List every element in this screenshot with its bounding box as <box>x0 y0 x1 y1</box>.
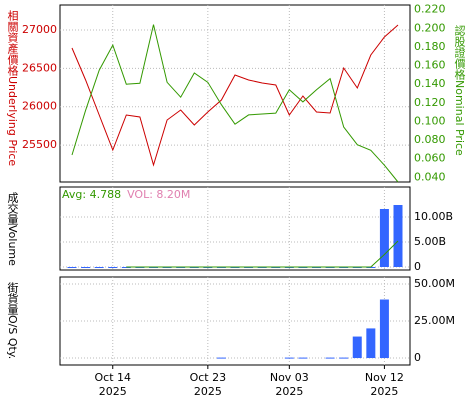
y-axis-label: 成交量Volume <box>6 192 19 266</box>
line-series <box>71 24 399 183</box>
y-tick-label: 50.00M <box>414 277 455 290</box>
y2-axis-label: 認股證價格Nominal Price <box>453 24 466 156</box>
bar <box>366 328 376 359</box>
line-series <box>126 240 399 268</box>
x-tick-label: Oct 14 2025 <box>94 371 131 398</box>
y2-tick-label: 0.100 <box>414 114 446 127</box>
y2-tick-label: 0.120 <box>414 96 446 109</box>
x-tick-label: Nov 12 2025 <box>365 371 404 398</box>
x-tick-label: Oct 23 2025 <box>190 371 227 398</box>
x-tick-label: Nov 03 2025 <box>270 371 309 398</box>
bar <box>352 336 362 359</box>
y-tick-label: 25.00M <box>414 314 455 327</box>
annotation: VOL: 8.20M <box>127 188 190 201</box>
bar <box>284 357 294 359</box>
y2-tick-label: 0.140 <box>414 77 446 90</box>
y-tick-label: 27000 <box>22 23 57 36</box>
y2-tick-label: 0.220 <box>414 3 446 16</box>
bar <box>325 357 335 359</box>
plot-frame <box>59 186 411 271</box>
y-tick-label: 5.00B <box>414 235 446 248</box>
y-axis-label: 相關資產價格Underlying Price <box>6 10 19 167</box>
y2-tick-label: 0.200 <box>414 21 446 34</box>
y-tick-label: 10.00B <box>414 210 453 223</box>
bar <box>216 357 226 359</box>
y2-tick-label: 0.040 <box>414 170 446 183</box>
bar <box>393 205 403 267</box>
plot-frame <box>59 4 411 183</box>
y2-tick-label: 0.060 <box>414 152 446 165</box>
y-tick-label: 25500 <box>22 138 57 151</box>
bar <box>298 357 308 359</box>
y-axis-label: 街貨量O/S Qty. <box>6 281 19 360</box>
annotation: Avg: 4.788 <box>62 188 121 201</box>
bar <box>108 267 118 268</box>
bar <box>379 209 389 267</box>
bar <box>67 267 77 268</box>
bar <box>81 267 91 268</box>
y2-tick-label: 0.080 <box>414 133 446 146</box>
y2-tick-label: 0.180 <box>414 40 446 53</box>
y-tick-label: 26000 <box>22 100 57 113</box>
bar <box>379 299 389 359</box>
y2-tick-label: 0.160 <box>414 59 446 72</box>
y-tick-label: 0 <box>414 260 421 273</box>
y-tick-label: 0 <box>414 351 421 364</box>
bar <box>339 357 349 359</box>
line-series <box>71 24 399 167</box>
bar <box>94 267 104 268</box>
y-tick-label: 26500 <box>22 61 57 74</box>
